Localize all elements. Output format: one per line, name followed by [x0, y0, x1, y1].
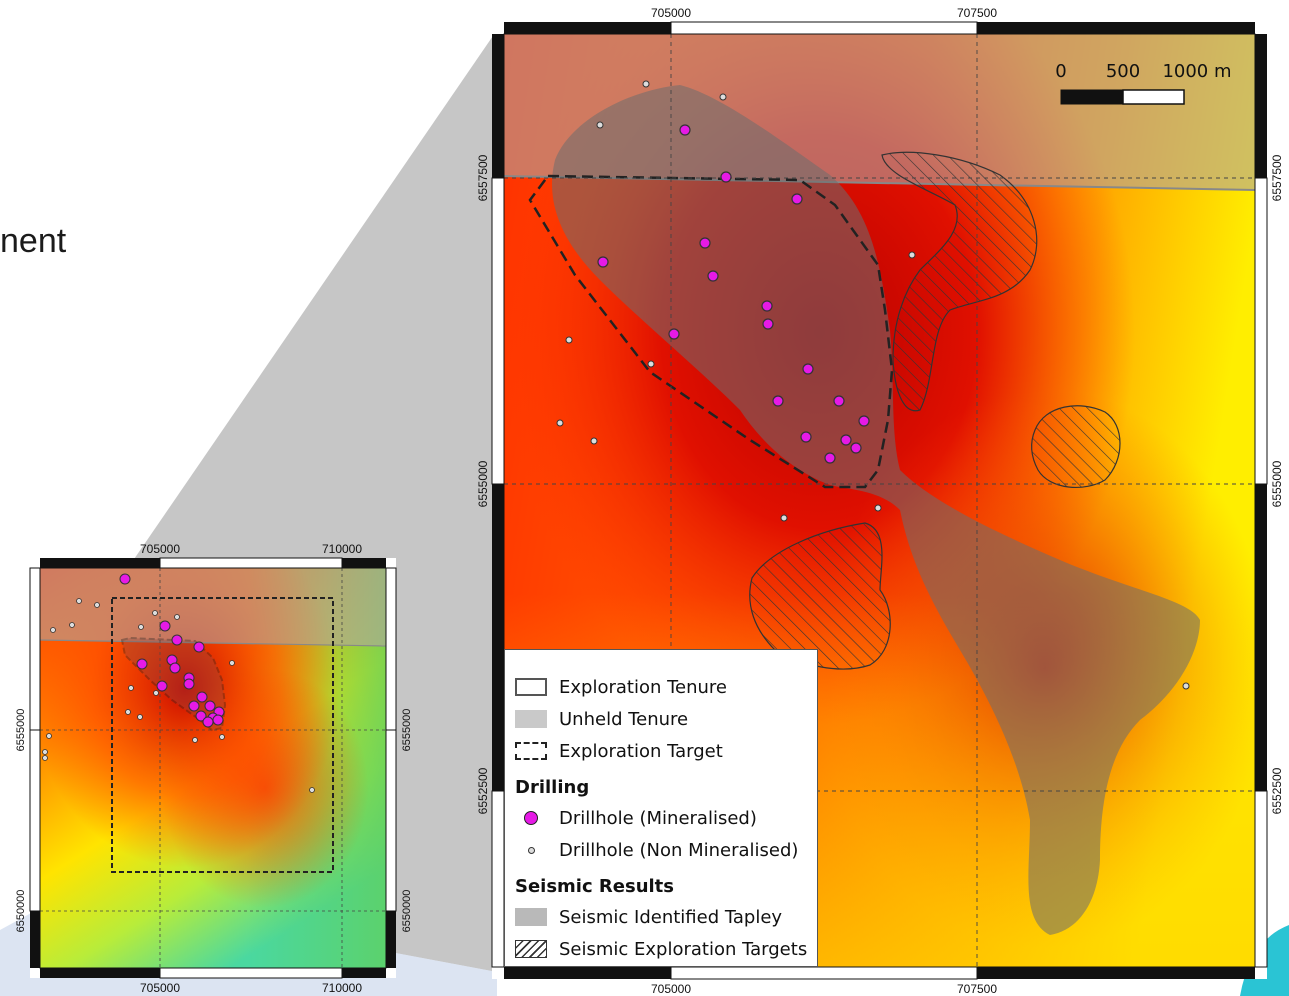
overview-drillholes-mineralised	[119, 573, 225, 728]
overview-x-tick-top-1: 705000	[140, 542, 180, 556]
overview-y-tick-right-2: 6550000	[401, 890, 413, 933]
legend-item-seismic-tapley: Seismic Identified Tapley	[513, 904, 782, 930]
legend-label: Drillhole (Non Mineralised)	[559, 839, 799, 861]
detail-y-tick-left-3: 6552500	[476, 767, 490, 814]
legend-heading-drilling: Drilling	[515, 777, 590, 798]
exploration-target	[528, 174, 894, 489]
legend-label: Exploration Target	[559, 740, 723, 762]
detail-y-tick-right-2: 6555000	[1270, 460, 1284, 507]
detail-x-tick-top-1: 705000	[651, 6, 691, 20]
detail-y-tick-left-1: 6557500	[476, 154, 490, 201]
legend-item-exploration-target: Exploration Target	[513, 738, 723, 764]
overview-map: 705000 710000 705000 710000 6555000 6550…	[15, 542, 413, 995]
detail-extent-box	[111, 597, 334, 873]
overview-y-tick-left-1: 6555000	[15, 709, 27, 752]
legend-item-unheld-tenure: Unheld Tenure	[513, 706, 688, 732]
overview-y-tick-right-1: 6555000	[401, 709, 413, 752]
exploration-tenure-symbol	[513, 677, 549, 697]
exploration-target-symbol	[513, 741, 549, 761]
legend-item-seismic-targets: Seismic Exploration Targets	[513, 936, 807, 962]
seismic-tapley-symbol	[513, 907, 549, 927]
detail-y-tick-right-3: 6552500	[1270, 767, 1284, 814]
non-mineralised-drillhole-icon	[513, 840, 549, 860]
overview-x-tick-bottom-1: 705000	[140, 981, 180, 995]
scale-label-500: 500	[1106, 61, 1140, 82]
seismic-identified-tapley	[552, 85, 1200, 935]
slide-heading-fragment: nent	[0, 222, 67, 260]
seismic-targets-hatch-symbol	[513, 939, 549, 959]
overview-drillholes-non-mineralised	[42, 598, 315, 793]
unheld-tenure-area	[40, 568, 386, 646]
overview-x-tick-bottom-2: 710000	[322, 981, 362, 995]
unheld-tenure-symbol	[513, 709, 549, 729]
legend-label: Unheld Tenure	[559, 708, 689, 730]
scale-label-1000: 1000 m	[1162, 61, 1231, 82]
seismic-exploration-targets	[749, 151, 1121, 670]
overview-y-tick-left-2: 6550000	[15, 890, 27, 933]
detail-drillholes-mineralised	[597, 124, 870, 464]
legend-item-exploration-tenure: Exploration Tenure	[513, 674, 727, 700]
map-legend: Exploration Tenure Unheld Tenure Explora…	[504, 649, 818, 967]
overview-x-tick-top-2: 710000	[322, 542, 362, 556]
detail-drillholes-non-mineralised	[556, 80, 1190, 690]
mineralised-drillhole-icon	[513, 808, 549, 828]
scale-bar: 0 500 1000 m	[1055, 61, 1232, 105]
detail-x-tick-bottom-2: 707500	[957, 982, 997, 996]
detail-x-tick-top-2: 707500	[957, 6, 997, 20]
scale-label-0: 0	[1055, 61, 1066, 82]
legend-item-drillhole-non-mineralised: Drillhole (Non Mineralised)	[513, 837, 798, 863]
legend-item-drillhole-mineralised: Drillhole (Mineralised)	[513, 805, 757, 831]
legend-label: Seismic Identified Tapley	[559, 906, 783, 928]
detail-y-tick-right-1: 6557500	[1270, 154, 1284, 201]
detail-x-tick-bottom-1: 705000	[651, 982, 691, 996]
detail-y-tick-left-2: 6555000	[476, 460, 490, 507]
legend-label: Seismic Exploration Targets	[559, 938, 808, 960]
legend-label: Drillhole (Mineralised)	[559, 807, 757, 829]
legend-label: Exploration Tenure	[559, 676, 728, 698]
detail-map: 705000 707500 705000 707500 6557500 6555…	[476, 6, 1284, 996]
legend-heading-seismic: Seismic Results	[515, 876, 675, 897]
